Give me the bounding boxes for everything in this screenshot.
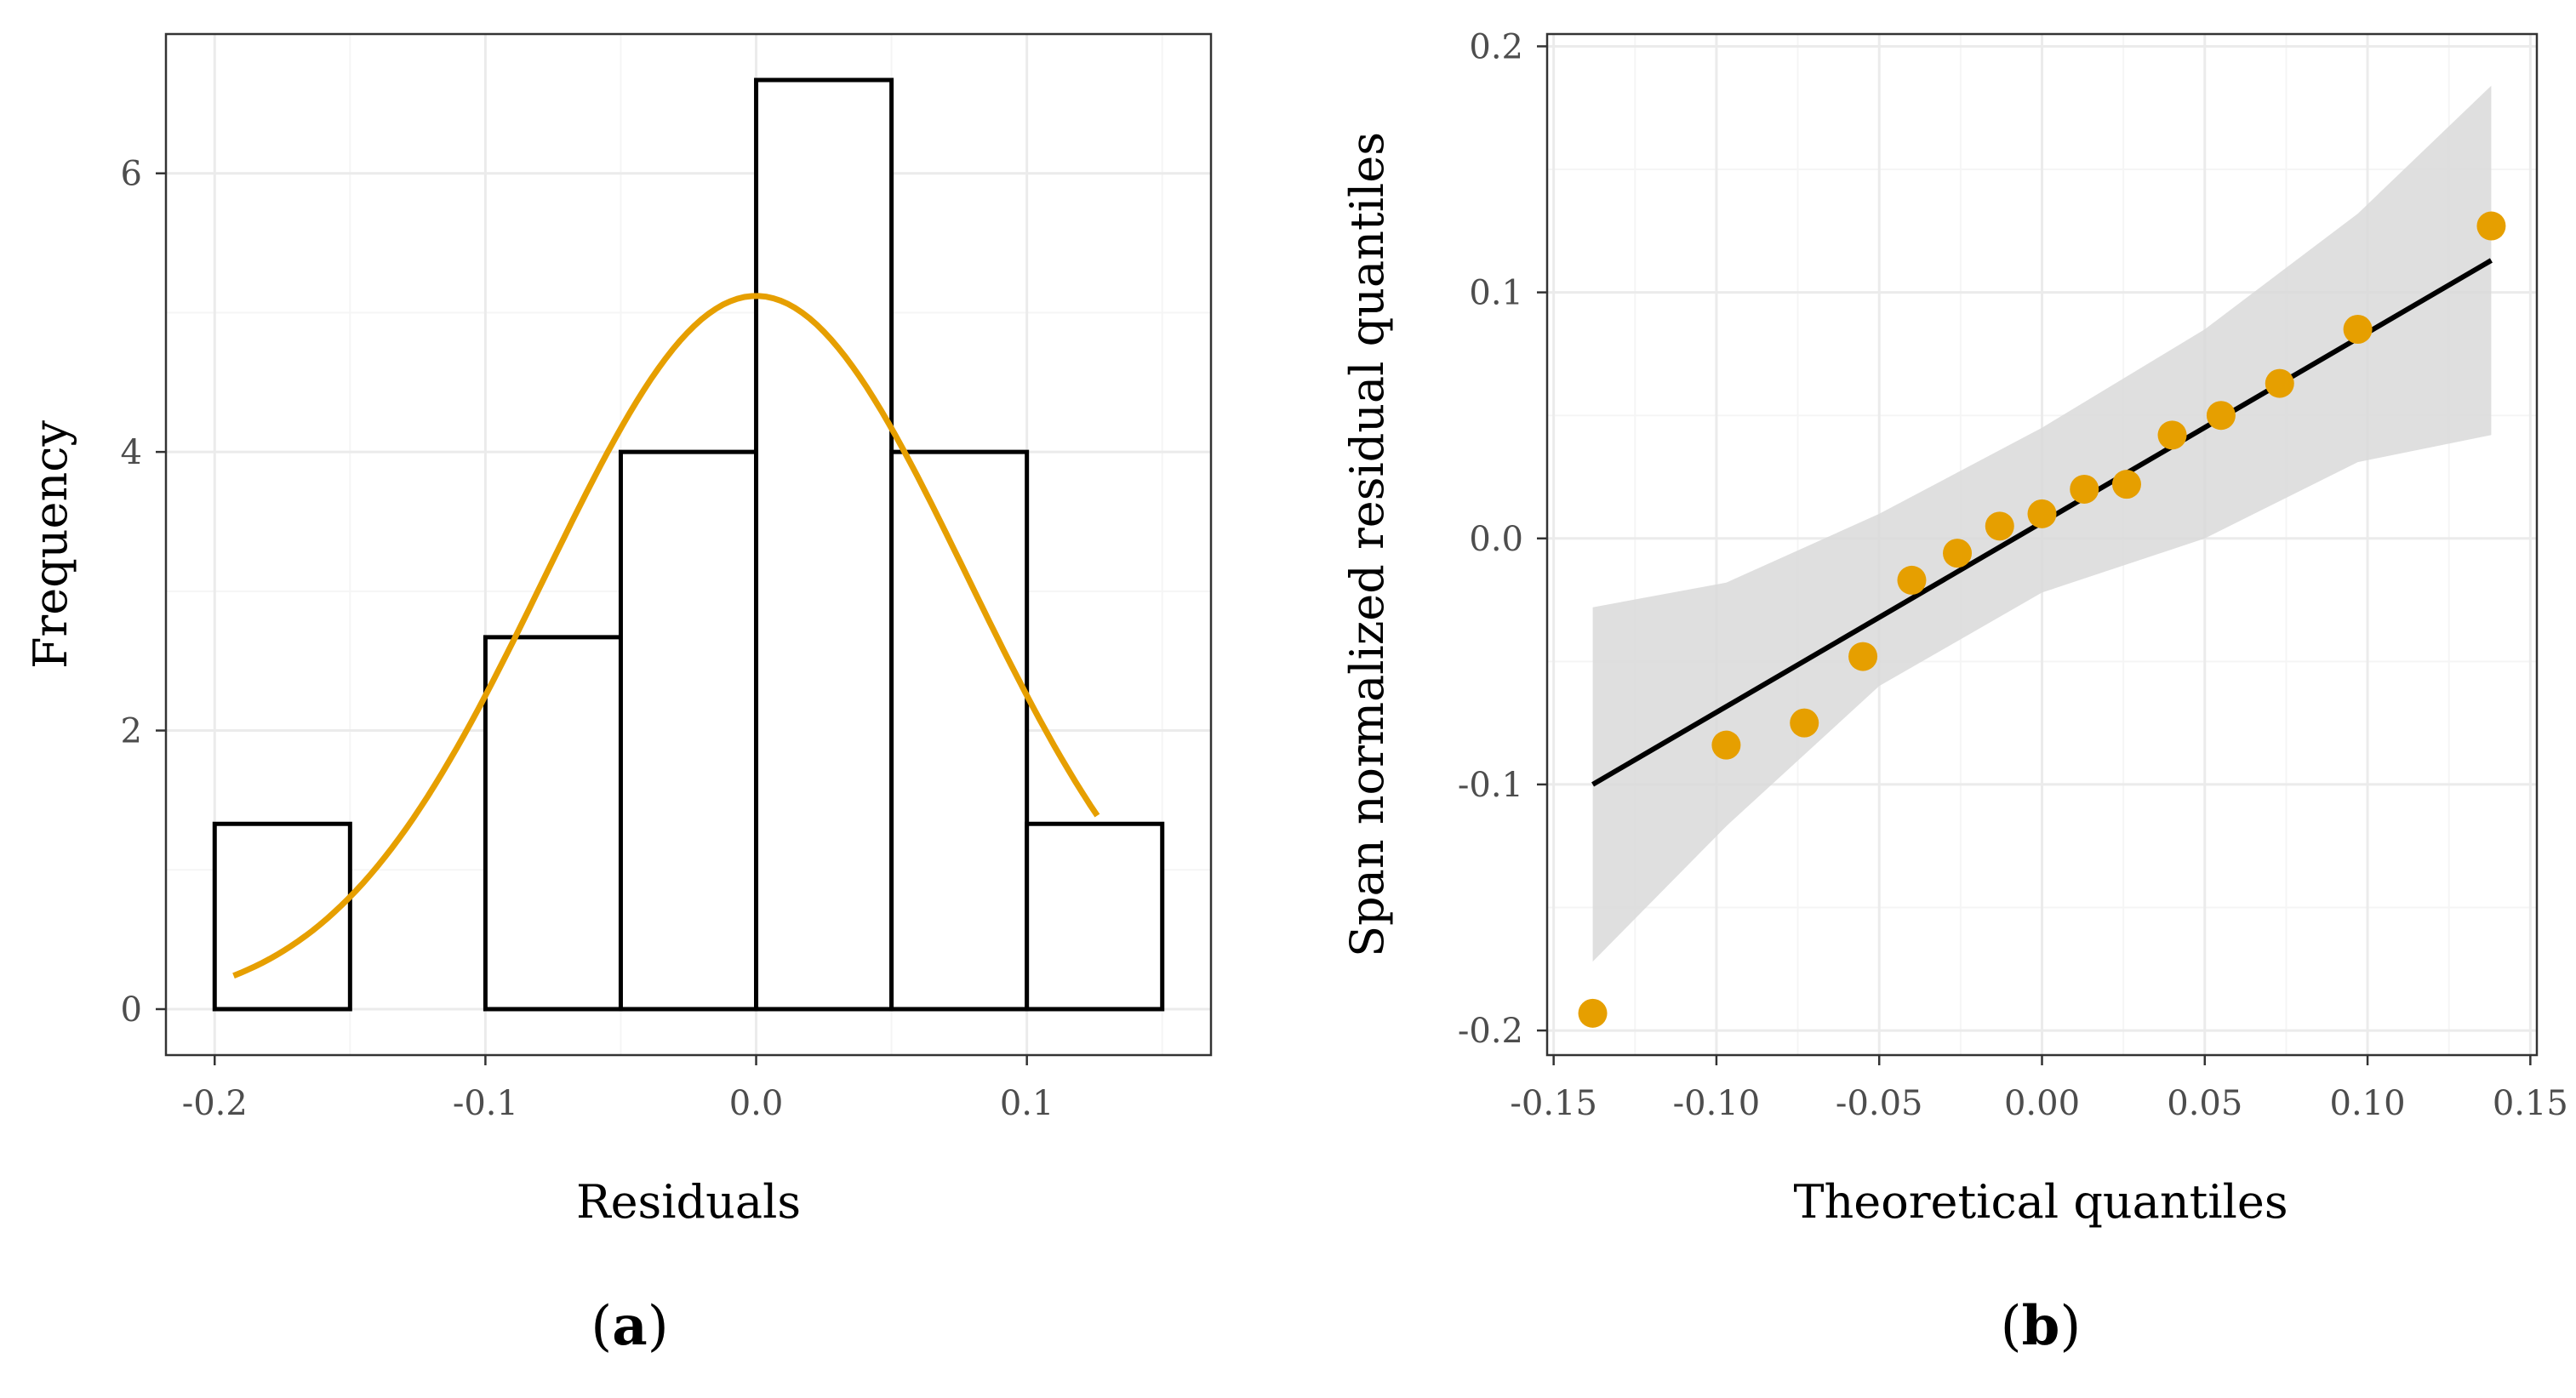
- x-axis-title: Theoretical quantiles: [1793, 1175, 2288, 1229]
- x-tick-label: 0.10: [2330, 1084, 2406, 1123]
- x-tick-label: 0.15: [2493, 1084, 2568, 1123]
- scatter-point: [1897, 565, 1927, 595]
- y-tick-label: -0.2: [1458, 1012, 1523, 1051]
- panel-label-a: (a): [591, 1294, 668, 1358]
- histogram-bar: [754, 77, 894, 1012]
- x-tick-label: 0.00: [2004, 1084, 2080, 1123]
- scatter-point: [1848, 642, 1878, 671]
- panel-label-close: ): [648, 1295, 669, 1358]
- panel-border: [164, 32, 1213, 1057]
- density-curve: [232, 293, 1100, 979]
- x-tick-label: 0.05: [2167, 1084, 2242, 1123]
- y-tick-label: 6: [121, 155, 142, 194]
- x-tick-label: -0.05: [1836, 1084, 1923, 1123]
- y-tick-label: 0.1: [1469, 274, 1523, 313]
- scatter-point: [2070, 474, 2099, 504]
- panel-label-open: (: [591, 1295, 612, 1358]
- x-tick-label: -0.2: [182, 1084, 248, 1123]
- y-tick-label: 0.0: [1469, 520, 1523, 559]
- y-tick-label: 0: [121, 990, 142, 1030]
- scatter-point: [2157, 420, 2187, 450]
- histogram-bar: [1025, 821, 1165, 1012]
- panel-label-letter: b: [2022, 1294, 2060, 1358]
- scatter-point: [2265, 368, 2294, 398]
- y-tick-label: -0.1: [1458, 766, 1523, 805]
- x-tick-label: -0.10: [1673, 1084, 1761, 1123]
- y-axis-title: Span normalized residual quantiles: [1340, 132, 1394, 957]
- scatter-point: [1578, 998, 1608, 1028]
- y-axis-title: Frequency: [24, 419, 77, 669]
- x-axis-ticks: -0.2 -0.1 0.0 0.1: [182, 1055, 1054, 1123]
- scatter-point: [2206, 401, 2236, 431]
- x-tick-label: -0.15: [1510, 1084, 1597, 1123]
- panel-label-letter: a: [612, 1294, 647, 1358]
- scatter-point: [2343, 314, 2373, 344]
- y-axis-ticks: -0.2 -0.1 0.0 0.1 0.2: [1458, 27, 1547, 1051]
- x-tick-label: 0.1: [1000, 1084, 1054, 1123]
- histogram-bar: [618, 449, 759, 1012]
- x-axis-ticks: -0.15 -0.10 -0.05 0.00 0.05 0.10 0.15: [1510, 1055, 2568, 1123]
- scatter-point: [2111, 470, 2141, 499]
- scatter-point: [2027, 499, 2057, 528]
- scatter-point: [1943, 539, 1973, 568]
- x-tick-label: -0.1: [453, 1084, 518, 1123]
- panel-label-open: (: [2001, 1295, 2022, 1358]
- scatter-point: [1790, 708, 1819, 738]
- histogram-bar: [483, 635, 623, 1012]
- x-tick-label: 0.0: [729, 1084, 784, 1123]
- y-tick-label: 0.2: [1469, 27, 1523, 66]
- x-axis-title: Residuals: [576, 1175, 801, 1229]
- scatter-points: [1578, 211, 2506, 1028]
- qq-plot-panel: -0.15 -0.10 -0.05 0.00 0.05 0.10 0.15 -0.2 -0.1…: [1340, 27, 2568, 1358]
- panel-label-b: (b): [2001, 1294, 2082, 1358]
- histogram-bar: [889, 449, 1030, 1012]
- y-tick-label: 4: [121, 433, 142, 472]
- scatter-point: [1711, 730, 1741, 760]
- panel-label-close: ): [2059, 1295, 2081, 1358]
- y-axis-ticks: 0 2 4 6: [121, 155, 166, 1030]
- scatter-point: [1985, 511, 2014, 541]
- histogram-bars: [212, 77, 1165, 1012]
- scatter-point: [2476, 211, 2506, 241]
- y-tick-label: 2: [121, 712, 142, 751]
